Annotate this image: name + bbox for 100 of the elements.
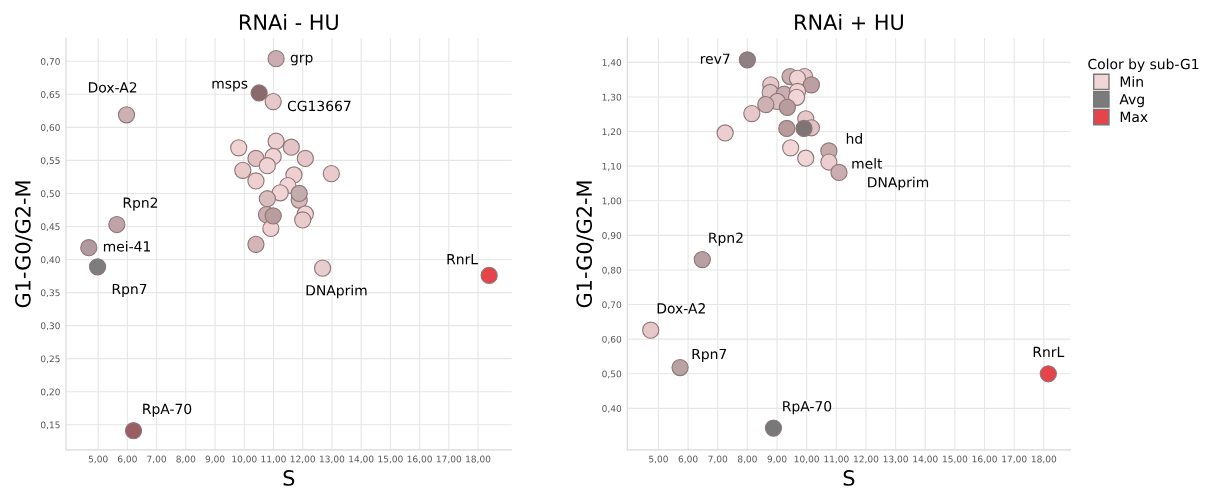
annotation: RpA-70 <box>143 403 192 417</box>
annotation: Rpn2 <box>123 197 158 211</box>
x-tick-label: 10,00 <box>232 455 257 464</box>
annotation: RnrL <box>447 254 478 265</box>
y-tick-label: 1,10 <box>602 162 622 171</box>
point <box>322 165 340 183</box>
y-tick-label: 0,55 <box>40 157 60 165</box>
y-tick-label: 0,60 <box>602 335 622 344</box>
point <box>830 163 848 182</box>
point <box>258 157 276 175</box>
y-tick-label: 0,90 <box>602 232 622 240</box>
y-tick-label: 0,70 <box>602 301 622 310</box>
point <box>743 104 761 123</box>
x-tick-label: 14,00 <box>913 455 938 464</box>
point <box>671 358 689 377</box>
point <box>716 124 734 142</box>
point <box>117 106 136 124</box>
point <box>124 422 143 440</box>
annotation: rev7 <box>700 53 730 64</box>
point <box>234 161 252 179</box>
annotation: Dox-A2 <box>657 303 705 314</box>
point <box>296 149 314 168</box>
legend-label: Max <box>1120 111 1148 123</box>
y-tick-label: 0,35 <box>40 289 60 298</box>
point <box>267 50 285 68</box>
point <box>480 266 498 285</box>
x-tick-label: 18,00 <box>466 455 491 464</box>
x-tick-label: 17,00 <box>1002 455 1027 464</box>
point <box>258 190 276 208</box>
y-tick-label: 0,70 <box>40 58 60 66</box>
x-axis-title: S <box>283 470 295 486</box>
y-tick-label: 0,25 <box>40 355 60 364</box>
point <box>738 51 756 69</box>
point <box>778 98 797 116</box>
annotation: grp <box>290 54 313 66</box>
point <box>271 184 289 202</box>
point <box>264 92 282 111</box>
point <box>820 153 838 171</box>
annotation: melt <box>852 158 883 169</box>
x-tick-label: 13,00 <box>883 455 908 464</box>
y-tick-label: 0,30 <box>40 322 60 331</box>
x-tick-label: 12,00 <box>290 455 316 464</box>
point <box>230 139 248 157</box>
point <box>294 211 312 229</box>
x-tick-label: 7,00 <box>708 455 728 464</box>
y-tick-label: 1,40 <box>602 59 622 67</box>
x-tick-label: 18,00 <box>1031 455 1057 464</box>
y-axis-title: G1-G0/G2-M <box>576 181 594 308</box>
x-tick-label: 9,00 <box>767 455 787 464</box>
x-tick-label: 11,00 <box>261 455 286 464</box>
x-axis-title: S <box>843 470 855 486</box>
y-tick-label: 1,00 <box>602 197 622 206</box>
x-tick-label: 7,00 <box>147 455 167 464</box>
x-tick-label: 8,00 <box>737 455 757 464</box>
y-tick-label: 0,50 <box>40 190 60 198</box>
x-tick-label: 5,00 <box>649 455 668 464</box>
point <box>108 215 126 234</box>
legend-label: Min <box>1120 76 1143 87</box>
y-tick-label: 0,80 <box>602 266 622 275</box>
point <box>764 419 783 437</box>
y-tick-label: 0,20 <box>40 388 60 397</box>
point <box>782 139 800 157</box>
annotation: msps <box>212 80 248 92</box>
y-tick-label: 0,60 <box>40 124 60 132</box>
point <box>757 95 775 114</box>
point <box>80 239 98 257</box>
point <box>1039 365 1057 383</box>
x-tick-label: 9,00 <box>205 455 225 464</box>
y-tick-label: 0,40 <box>602 405 622 413</box>
annotation: Rpn7 <box>112 283 147 297</box>
point <box>797 149 815 167</box>
x-tick-label: 17,00 <box>436 455 462 464</box>
y-tick-label: 1,20 <box>602 128 622 137</box>
point <box>247 235 265 253</box>
x-tick-label: 6,00 <box>117 455 137 464</box>
annotation: DNAprim <box>868 176 929 191</box>
y-tick-label: 0,15 <box>40 421 60 430</box>
y-tick-label: 0,45 <box>40 223 60 231</box>
point <box>88 258 107 276</box>
annotation: Rpn2 <box>709 232 743 246</box>
annotation: DNAprim <box>306 284 367 299</box>
point <box>313 259 332 277</box>
point <box>795 119 813 138</box>
annotation: RnrL <box>1033 346 1065 357</box>
x-tick-label: 12,00 <box>854 455 879 464</box>
y-tick-label: 0,50 <box>602 370 622 379</box>
point <box>247 172 265 190</box>
chart-title: RNAi - HU <box>239 13 338 31</box>
annotation: mei-41 <box>103 240 151 252</box>
x-tick-label: 14,00 <box>349 455 374 464</box>
point <box>250 84 268 102</box>
point <box>802 76 821 94</box>
y-tick-label: 0,40 <box>40 256 60 265</box>
annotation: hd <box>846 133 862 144</box>
x-tick-label: 10,00 <box>794 455 819 464</box>
point <box>282 138 300 156</box>
annotation: Rpn7 <box>692 348 727 362</box>
annotation: Dox-A2 <box>88 82 137 93</box>
point <box>264 207 282 225</box>
legend-label: Avg <box>1119 94 1144 108</box>
